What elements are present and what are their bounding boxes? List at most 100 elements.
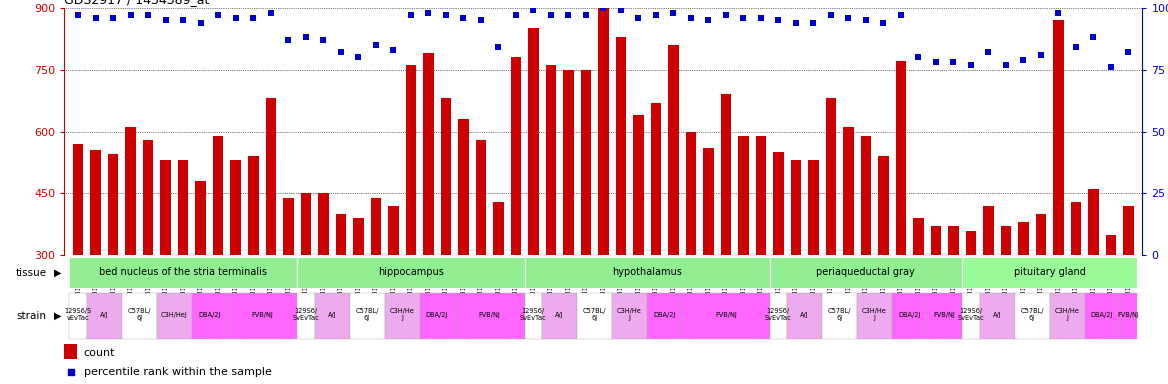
Bar <box>616 36 626 255</box>
Bar <box>563 70 573 255</box>
Bar <box>283 198 293 255</box>
Text: DBA/2J: DBA/2J <box>898 312 920 318</box>
Bar <box>808 161 819 255</box>
Text: DBA/2J: DBA/2J <box>1091 312 1113 318</box>
Point <box>472 17 491 23</box>
Bar <box>405 65 416 255</box>
Bar <box>318 194 328 255</box>
Point <box>628 15 647 21</box>
Bar <box>647 293 682 339</box>
Point <box>1031 52 1050 58</box>
Point <box>454 15 473 21</box>
Bar <box>861 136 871 255</box>
Point <box>559 12 578 18</box>
Text: FVB/NJ: FVB/NJ <box>715 312 737 318</box>
Point <box>121 12 140 18</box>
Bar <box>931 227 941 255</box>
Bar <box>213 136 223 255</box>
Point <box>856 17 875 23</box>
Bar <box>598 8 609 255</box>
Text: GDS2917 / 1434389_at: GDS2917 / 1434389_at <box>64 0 209 7</box>
Bar <box>633 115 644 255</box>
Bar <box>577 293 612 339</box>
Text: pituitary gland: pituitary gland <box>1014 267 1085 277</box>
Bar <box>388 206 398 255</box>
Bar <box>962 293 980 339</box>
Point <box>577 12 596 18</box>
Point <box>909 54 927 60</box>
Point <box>595 5 613 11</box>
Bar <box>86 293 121 339</box>
Point <box>1101 64 1120 70</box>
Text: DBA/2J: DBA/2J <box>653 312 676 318</box>
Point <box>663 10 682 16</box>
Bar <box>125 127 135 255</box>
Bar <box>1124 206 1134 255</box>
Bar <box>770 257 962 288</box>
Point <box>279 37 298 43</box>
Text: FVB/NJ: FVB/NJ <box>933 312 955 318</box>
Bar <box>475 140 486 255</box>
Text: 129S6/
SvEvTac: 129S6/ SvEvTac <box>958 308 985 321</box>
Bar <box>948 227 959 255</box>
Point <box>653 281 672 287</box>
Point <box>804 20 822 26</box>
Text: A/J: A/J <box>555 312 564 318</box>
Point <box>751 15 770 21</box>
Text: periaqueductal gray: periaqueductal gray <box>816 267 916 277</box>
Text: C57BL/
6J: C57BL/ 6J <box>1021 308 1044 321</box>
Bar <box>195 181 206 255</box>
Bar <box>580 70 591 255</box>
Bar <box>335 214 346 255</box>
Bar <box>1089 189 1099 255</box>
Bar <box>178 161 188 255</box>
Bar <box>160 161 171 255</box>
Bar <box>545 65 556 255</box>
Bar <box>248 156 258 255</box>
Text: C57BL/
6J: C57BL/ 6J <box>828 308 851 321</box>
Point <box>244 15 263 21</box>
Point <box>611 7 630 13</box>
Bar <box>493 202 503 255</box>
Text: 129S6/
SvEvTac: 129S6/ SvEvTac <box>520 308 547 321</box>
Text: A/J: A/J <box>328 312 336 318</box>
Bar <box>980 293 1015 339</box>
Bar <box>121 293 157 339</box>
Point <box>314 37 333 43</box>
Point <box>821 12 840 18</box>
Bar <box>703 148 714 255</box>
Text: FVB/NJ: FVB/NJ <box>251 312 273 318</box>
Point <box>384 47 403 53</box>
Point <box>69 12 88 18</box>
Bar <box>756 136 766 255</box>
Point <box>874 20 892 26</box>
Point <box>104 15 123 21</box>
Text: bed nucleus of the stria terminalis: bed nucleus of the stria terminalis <box>99 267 267 277</box>
Bar <box>878 156 889 255</box>
Point <box>86 15 105 21</box>
Text: C3H/He
J: C3H/He J <box>1055 308 1079 321</box>
Bar <box>69 293 86 339</box>
Bar <box>1085 293 1120 339</box>
Text: C3H/He
J: C3H/He J <box>862 308 887 321</box>
Point <box>926 59 945 65</box>
Point <box>402 12 420 18</box>
Bar <box>353 218 363 255</box>
Bar <box>787 293 822 339</box>
Text: C3H/HeJ: C3H/HeJ <box>161 312 188 318</box>
Point <box>157 17 175 23</box>
Bar <box>1001 227 1011 255</box>
Text: A/J: A/J <box>800 312 809 318</box>
Text: A/J: A/J <box>993 312 1001 318</box>
Text: strain: strain <box>16 311 47 321</box>
Bar <box>612 293 647 339</box>
Point <box>1049 10 1068 16</box>
Bar <box>370 198 381 255</box>
Point <box>332 49 350 55</box>
Bar <box>192 293 227 339</box>
Bar <box>826 98 836 255</box>
Text: ▶: ▶ <box>54 311 61 321</box>
Point <box>209 12 228 18</box>
Bar <box>738 136 749 255</box>
Text: C57BL/
6J: C57BL/ 6J <box>127 308 151 321</box>
